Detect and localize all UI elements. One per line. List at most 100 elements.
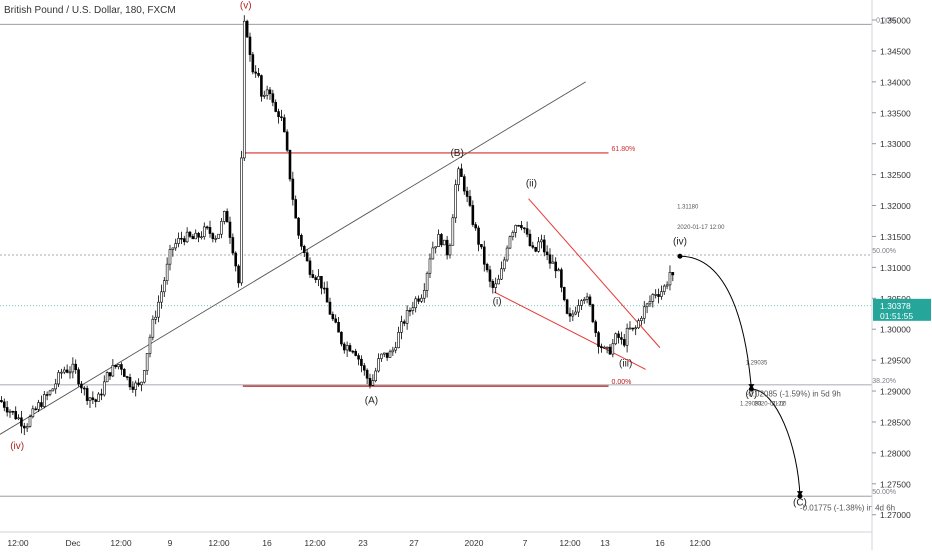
wave-label: (v) [746, 389, 758, 400]
candle-body [274, 102, 278, 112]
candle-body [522, 227, 526, 230]
candle-body [220, 221, 223, 235]
projection-curve-1 [679, 255, 752, 390]
time-tick-label: 12:00 [208, 538, 230, 548]
candle-body [534, 247, 537, 252]
candle-body [111, 365, 115, 377]
price-tick-label: 1.30500 [880, 294, 911, 304]
measure-label: -0.01775 (-1.38%) in 4d 6h [800, 503, 895, 512]
candle-body [411, 307, 415, 311]
candle-body [360, 358, 363, 366]
candle-body [285, 131, 289, 151]
candle-body [637, 320, 640, 329]
candle-body [668, 272, 672, 286]
candle-body [465, 190, 469, 197]
wave-label: (iv) [673, 236, 687, 247]
candle-body [48, 390, 52, 395]
candle-body [85, 388, 89, 401]
candle-body [482, 246, 486, 265]
candle-body [377, 358, 380, 372]
last-price-badge [873, 298, 931, 321]
price-tick-label: 1.27500 [880, 479, 911, 489]
candle-body [77, 369, 80, 385]
time-tick-label: 2020 [465, 538, 484, 548]
candle-body [594, 321, 597, 333]
candle-body [182, 238, 186, 243]
wave-label: (ii) [526, 178, 537, 189]
candle-body [425, 272, 429, 291]
candle-body [191, 236, 195, 240]
candle-body [505, 247, 509, 261]
candle-body [454, 184, 457, 219]
candle-body [648, 301, 652, 305]
candle-body [217, 233, 220, 239]
candle-body [405, 310, 409, 324]
candle-body [42, 394, 46, 407]
price-tick-label: 1.28000 [880, 448, 911, 458]
candle-body [300, 235, 303, 247]
candle-body [408, 310, 412, 312]
price-tick-label: 1.30000 [880, 325, 911, 335]
candle-body [560, 269, 563, 288]
projection-arrow [796, 491, 803, 497]
time-tick-label: 16 [655, 538, 665, 548]
candle-body [20, 417, 23, 427]
candle-body [342, 343, 346, 351]
candle-body [68, 371, 72, 374]
candle-body [448, 245, 452, 256]
candle-body [385, 352, 389, 358]
candle-body [600, 346, 603, 349]
candle-body [231, 237, 235, 254]
candle-body [202, 226, 206, 238]
candle-body [608, 346, 612, 355]
candle-body [462, 176, 466, 192]
candle-body [160, 291, 163, 303]
candle-body [580, 300, 583, 306]
candle-body [348, 345, 352, 352]
candle-body [225, 211, 229, 223]
candle-body [0, 400, 3, 403]
candle-body [54, 383, 58, 390]
candle-body [602, 346, 606, 349]
candle-body [325, 287, 329, 303]
candle-body [302, 245, 306, 253]
price-tick-label: 1.32500 [880, 170, 911, 180]
candle-body [337, 321, 340, 333]
measure-label: 1.29035 [746, 360, 768, 366]
extension-level-label: 50.00% [872, 248, 896, 255]
time-tick-label: 12:00 [559, 538, 581, 548]
candle-body [14, 411, 18, 420]
candle-body [611, 343, 615, 355]
candle-body [391, 349, 395, 353]
candle-body [208, 227, 212, 234]
candle-body [422, 290, 426, 299]
candle-body [22, 425, 26, 429]
candle-body [420, 297, 423, 302]
candle-body [520, 225, 523, 229]
price-tick-label: 1.34000 [880, 77, 911, 87]
candle-body [88, 397, 92, 401]
candle-body [122, 369, 126, 377]
candle-body [145, 353, 149, 371]
candle-body [528, 233, 532, 247]
time-tick-label: 23 [358, 538, 368, 548]
candle-body [222, 211, 226, 222]
price-tick-label: 1.29000 [880, 387, 911, 397]
candle-body [488, 269, 492, 282]
candle-body [294, 199, 297, 219]
fib-level-label: 61.80% [612, 146, 636, 153]
candle-body [185, 231, 189, 243]
time-tick-label: 12:00 [304, 538, 326, 548]
extension-level-label: 50.00% [872, 489, 896, 496]
candle-body [71, 363, 75, 373]
candle-body [605, 346, 609, 349]
candle-body [171, 247, 175, 250]
candle-body [245, 20, 249, 38]
projection-curve-2 [751, 388, 801, 497]
measure-label: 21:00 [771, 401, 787, 407]
candle-body [105, 372, 109, 383]
candle-body [37, 402, 40, 410]
candle-body [157, 301, 160, 318]
